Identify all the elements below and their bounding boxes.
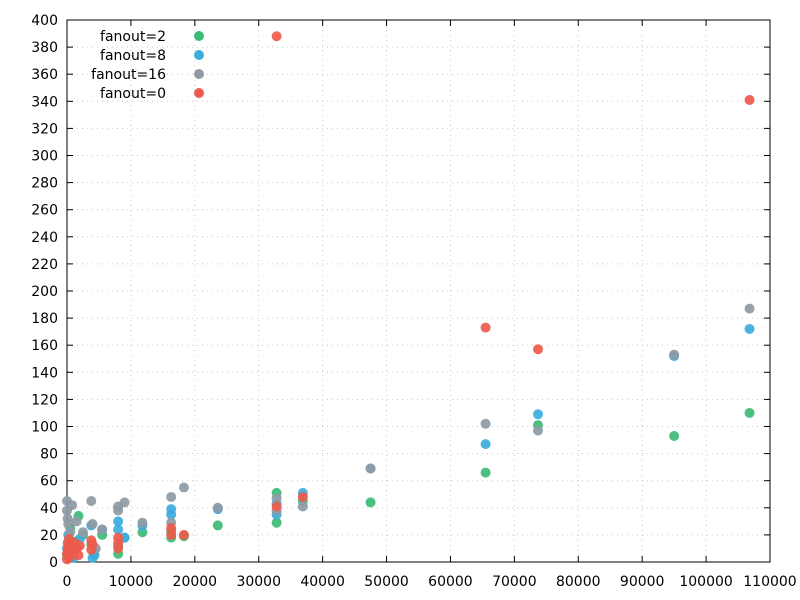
data-points <box>62 31 755 565</box>
data-point <box>77 527 88 538</box>
data-point <box>480 418 491 429</box>
data-point <box>365 497 376 508</box>
data-point <box>271 501 282 512</box>
data-point <box>67 500 78 511</box>
legend: fanout=2 fanout=8 fanout=16 fanout=0 <box>91 29 204 102</box>
y-tick-label: 20 <box>40 528 58 544</box>
y-tick-label: 40 <box>40 501 58 517</box>
data-point <box>87 539 98 550</box>
data-point <box>744 303 755 314</box>
y-tick-label: 340 <box>31 94 58 110</box>
x-tick-label: 110000 <box>743 574 796 590</box>
x-tick-label: 20000 <box>173 574 218 590</box>
data-point <box>480 467 491 478</box>
data-point <box>212 502 223 513</box>
data-point <box>744 323 755 334</box>
data-point <box>113 532 124 543</box>
data-point <box>63 519 74 530</box>
legend-marker <box>194 31 204 41</box>
x-tick-label: 0 <box>63 574 72 590</box>
data-point <box>119 497 130 508</box>
data-point <box>166 523 177 534</box>
y-tick-label: 300 <box>31 149 58 165</box>
data-point <box>74 540 85 551</box>
y-tick-label: 160 <box>31 338 58 354</box>
data-point <box>71 516 82 527</box>
grid <box>67 20 770 562</box>
y-tick-label: 120 <box>31 392 58 408</box>
data-point <box>86 496 97 507</box>
y-tick-label: 320 <box>31 121 58 137</box>
data-point <box>212 520 223 531</box>
legend-label: fanout=2 <box>100 29 166 45</box>
y-tick-label: 80 <box>40 447 58 463</box>
y-tick-label: 240 <box>31 230 58 246</box>
legend-label: fanout=16 <box>91 67 166 83</box>
x-tick-label: 80000 <box>556 574 601 590</box>
series-4-points <box>62 31 755 565</box>
data-point <box>365 463 376 474</box>
y-tick-label: 0 <box>49 555 58 571</box>
y-tick-label: 280 <box>31 176 58 192</box>
x-tick-label: 30000 <box>236 574 281 590</box>
legend-label: fanout=8 <box>100 48 166 64</box>
data-point <box>178 482 189 493</box>
data-point <box>166 504 177 515</box>
data-point <box>73 550 84 561</box>
data-point <box>533 409 544 420</box>
legend-label: fanout=0 <box>100 86 166 102</box>
x-tick-label: 50000 <box>364 574 409 590</box>
data-point <box>271 517 282 528</box>
data-point <box>744 407 755 418</box>
data-point <box>166 491 177 502</box>
legend-marker <box>194 50 204 60</box>
data-point <box>480 439 491 450</box>
y-tick-label: 380 <box>31 40 58 56</box>
data-point <box>669 349 680 360</box>
y-tick-label: 100 <box>31 420 58 436</box>
data-point <box>744 94 755 105</box>
data-point <box>87 519 98 530</box>
data-point <box>97 524 108 535</box>
series-3-points <box>62 303 755 554</box>
data-point <box>297 501 308 512</box>
legend-marker <box>194 88 204 98</box>
data-point <box>137 517 148 528</box>
y-tick-label: 180 <box>31 311 58 327</box>
y-tick-label: 140 <box>31 365 58 381</box>
y-tick-label: 260 <box>31 203 58 219</box>
x-axis-tick-labels: 0 10000 20000 30000 40000 50000 60000 70000 8000… <box>63 574 797 590</box>
data-point <box>669 430 680 441</box>
data-point <box>113 516 124 527</box>
data-point <box>113 524 124 535</box>
data-point <box>533 425 544 436</box>
x-tick-label: 40000 <box>300 574 345 590</box>
legend-marker <box>194 69 204 79</box>
data-point <box>271 493 282 504</box>
data-point <box>271 31 282 42</box>
data-point <box>533 344 544 355</box>
series-1-points <box>62 407 755 561</box>
x-tick-label: 60000 <box>428 574 473 590</box>
y-tick-label: 400 <box>31 13 58 29</box>
y-tick-label: 200 <box>31 284 58 300</box>
y-axis-tick-labels: 0 20 40 60 80 100 120 140 160 180 200 220 240 260 280 3… <box>31 13 58 571</box>
data-point <box>297 491 308 502</box>
data-point <box>178 529 189 540</box>
x-tick-label: 90000 <box>620 574 665 590</box>
series-2-points <box>62 323 755 563</box>
data-point <box>480 322 491 333</box>
y-tick-label: 220 <box>31 257 58 273</box>
x-tick-label: 100000 <box>679 574 732 590</box>
x-tick-label: 70000 <box>492 574 537 590</box>
y-tick-label: 60 <box>40 474 58 490</box>
y-tick-label: 360 <box>31 67 58 83</box>
x-tick-label: 10000 <box>109 574 154 590</box>
